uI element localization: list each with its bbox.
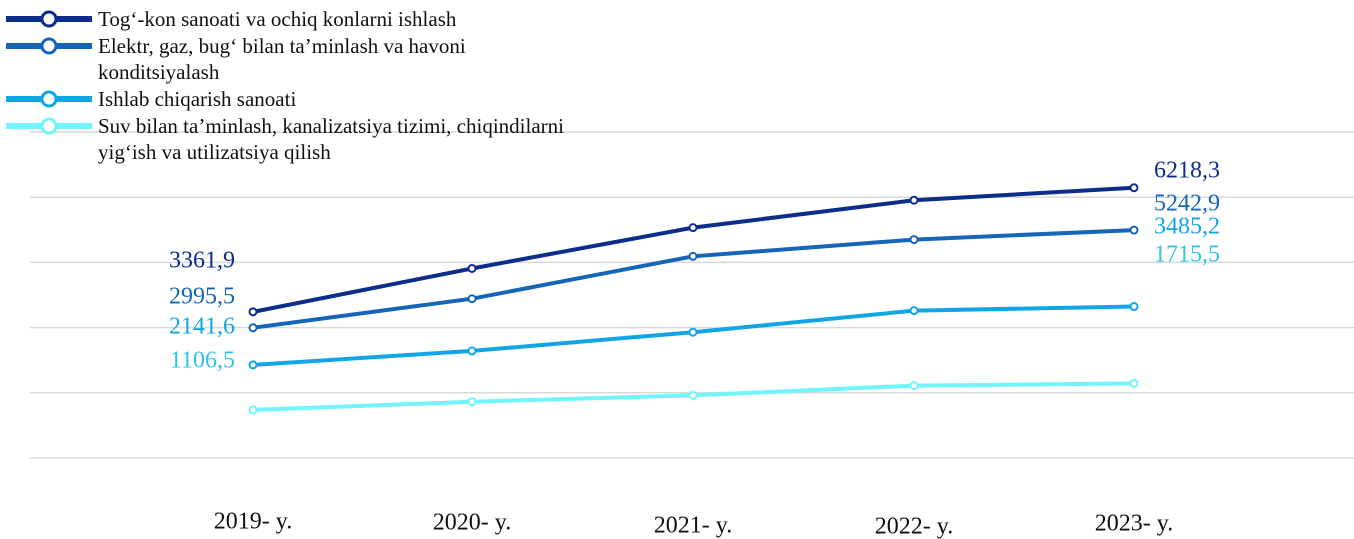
data-label: 6218,3: [1154, 158, 1220, 184]
data-label: 5242,9: [1154, 191, 1220, 217]
legend-key: [6, 37, 92, 55]
series-line: [252, 185, 1135, 314]
point-marker: [688, 223, 698, 233]
x-tick-label: 2019- y.: [214, 509, 292, 535]
point-marker: [1129, 225, 1139, 235]
legend-marker: [40, 37, 58, 55]
legend-key: [6, 10, 92, 28]
legend-item: Tog‘-kon sanoati va ochiq konlarni ishla…: [0, 6, 578, 32]
legend-label: Tog‘-kon sanoati va ochiq konlarni ishla…: [98, 7, 457, 31]
point-marker: [467, 263, 477, 273]
legend-item: Suv bilan ta’minlash, kanalizatsiya tizi…: [0, 113, 578, 165]
legend-marker: [40, 117, 58, 135]
point-marker: [1129, 378, 1139, 388]
x-tick-label: 2023- y.: [1095, 511, 1173, 537]
x-tick-label: 2021- y.: [654, 513, 732, 539]
data-label: 1106,5: [170, 348, 235, 374]
point-marker: [909, 306, 919, 316]
point-marker: [248, 405, 258, 415]
point-marker: [688, 327, 698, 337]
point-marker: [467, 294, 477, 304]
point-marker: [909, 195, 919, 205]
x-tick-label: 2020- y.: [433, 510, 511, 536]
point-marker: [248, 307, 258, 317]
legend-label: Elektr, gaz, bug‘ bilan ta’minlash va ha…: [98, 34, 466, 84]
point-marker: [248, 323, 258, 333]
point-marker: [909, 381, 919, 391]
data-label: 1715,5: [1154, 242, 1220, 268]
point-marker: [467, 397, 477, 407]
x-tick-label: 2022- y.: [875, 514, 953, 539]
point-marker: [688, 251, 698, 261]
legend-key: [6, 90, 92, 108]
legend-item: Ishlab chiqarish sanoati: [0, 86, 578, 112]
data-label: 3361,9: [169, 248, 235, 274]
legend-item: Elektr, gaz, bug‘ bilan ta’minlash va ha…: [0, 33, 578, 85]
data-label: 3485,2: [1154, 214, 1220, 240]
legend: Tog‘-kon sanoati va ochiq konlarni ishla…: [0, 6, 600, 166]
series-line: [252, 228, 1135, 330]
legend-key: [6, 117, 92, 135]
legend-marker: [40, 10, 58, 28]
point-marker: [1129, 302, 1139, 312]
data-label: 2995,5: [169, 284, 235, 310]
legend-label: Suv bilan ta’minlash, kanalizatsiya tizi…: [98, 114, 564, 164]
point-marker: [467, 346, 477, 356]
data-label: 2141,6: [169, 314, 235, 340]
point-marker: [1129, 183, 1139, 193]
legend-label: Ishlab chiqarish sanoati: [98, 87, 297, 111]
point-marker: [248, 360, 258, 370]
legend-marker: [40, 90, 58, 108]
point-marker: [688, 390, 698, 400]
point-marker: [909, 235, 919, 245]
